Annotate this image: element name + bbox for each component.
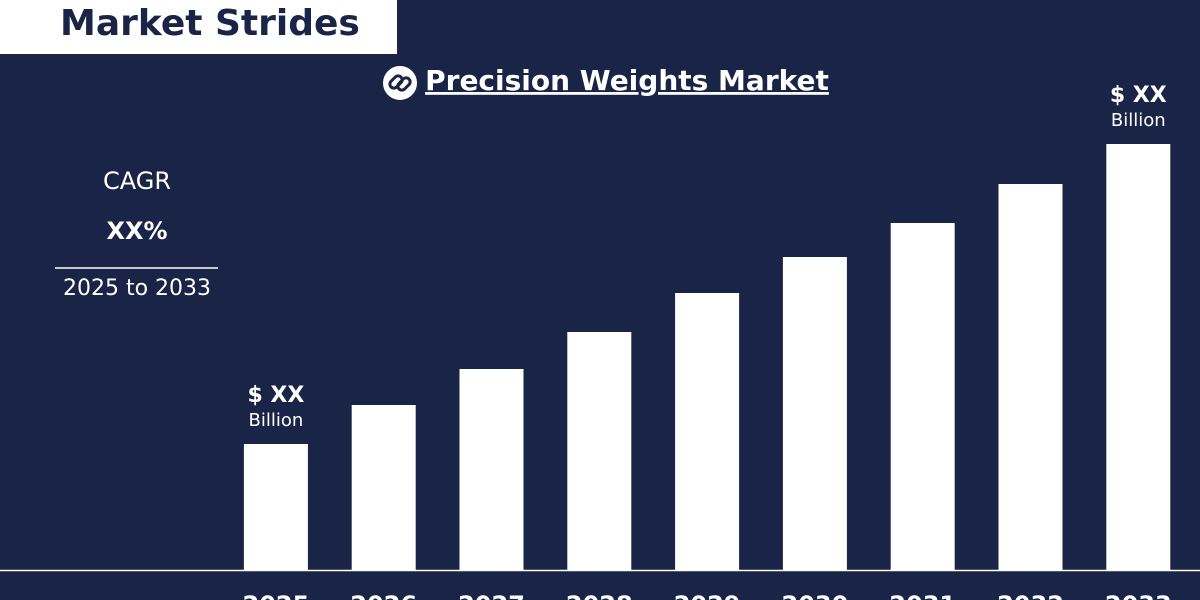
bar bbox=[675, 293, 740, 570]
x-tick-label: 2027 bbox=[458, 591, 525, 600]
bar bbox=[782, 257, 847, 570]
cagr-value: XX% bbox=[106, 217, 167, 245]
bar bbox=[1106, 144, 1171, 570]
x-tick-label: 2032 bbox=[997, 591, 1064, 600]
annotation-value: $ XX bbox=[1110, 83, 1167, 108]
bar bbox=[459, 369, 524, 570]
annotation-value: $ XX bbox=[247, 383, 304, 408]
bar bbox=[351, 405, 416, 570]
bar bbox=[890, 223, 955, 570]
x-tick-label: 2031 bbox=[889, 591, 956, 600]
x-tick-label: 2028 bbox=[566, 591, 633, 600]
bar bbox=[998, 184, 1063, 570]
annotation-unit: Billion bbox=[1111, 110, 1166, 131]
logo-box bbox=[0, 0, 397, 54]
annotation-unit: Billion bbox=[249, 410, 304, 431]
bar bbox=[243, 444, 308, 570]
cagr-period: 2025 to 2033 bbox=[63, 276, 211, 301]
bar bbox=[567, 332, 632, 570]
chart-title: Precision Weights Market bbox=[425, 64, 829, 97]
x-tick-label: 2025 bbox=[243, 591, 310, 600]
x-tick-label: 2026 bbox=[350, 591, 417, 600]
x-tick-label: 2030 bbox=[782, 591, 849, 600]
cagr-label: CAGR bbox=[103, 167, 171, 195]
brand-logo: Market Strides bbox=[60, 3, 360, 44]
link-icon bbox=[388, 74, 412, 92]
x-tick-label: 2033 bbox=[1105, 591, 1172, 600]
x-tick-label: 2029 bbox=[674, 591, 741, 600]
